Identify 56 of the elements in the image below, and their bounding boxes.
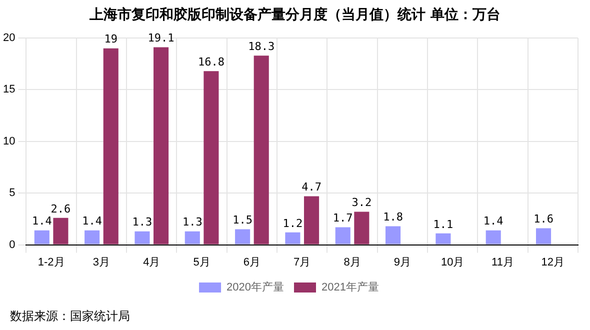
x-tick-label: 9月 [394,256,411,268]
x-tick-label: 10月 [440,256,464,268]
x-tick-label: 12月 [541,256,565,268]
source-note: 数据来源：国家统计局 [10,308,130,325]
x-tick-label: 1-2月 [38,256,65,268]
data-label: 1.4 [82,214,102,228]
y-tick-label: 10 [2,135,16,148]
data-label: 1.6 [534,212,554,226]
bar [486,230,501,244]
bar [536,228,552,244]
bar [204,71,219,244]
data-label: 2.6 [50,202,71,216]
y-tick-label: 0 [9,238,16,251]
bar [285,232,300,244]
data-label: 1.1 [433,218,454,231]
x-tick-label: 7月 [294,256,311,268]
y-tick-label: 5 [9,187,16,200]
data-label: 1.2 [282,216,303,230]
data-label: 18.3 [248,40,275,53]
data-label: 1.4 [483,214,504,228]
data-label: 3.2 [352,196,372,210]
data-label: 4.7 [302,180,322,194]
x-tick-label: 3月 [92,256,110,268]
data-label: 16.8 [198,55,224,68]
bar [436,233,451,244]
data-label: 19.1 [148,32,174,45]
legend-label: 2021年产量 [322,280,379,294]
bar [354,212,370,244]
x-tick-label: 5月 [193,256,210,268]
bar [53,218,68,244]
x-tick-label: 8月 [344,256,361,268]
x-tick-label: 4月 [143,256,160,268]
data-label: 19 [104,32,118,46]
y-tick-label: 15 [2,84,16,96]
bar [335,227,350,244]
x-tick-label: 11月 [492,256,514,268]
data-label: 1.3 [132,216,152,229]
data-label: 1.4 [32,214,52,228]
bar [154,47,169,244]
bar [184,231,200,244]
bar [235,229,250,244]
data-label: 1.7 [332,212,353,225]
data-label: 1.5 [232,214,252,227]
data-label: 1.8 [383,210,403,224]
bar [34,230,50,244]
data-label: 1.3 [182,216,202,229]
bar [84,230,100,244]
legend-label: 2020年产量 [226,280,284,294]
bar [134,231,150,244]
bar [304,196,320,244]
bar [386,226,401,244]
y-tick-label: 20 [2,32,16,44]
bar [254,56,269,244]
x-tick-label: 6月 [243,256,261,268]
chart-title: 上海市复印和胶版印制设备产量分月度（当月值）统计 单位：万台 [88,6,502,24]
bar [103,48,118,244]
